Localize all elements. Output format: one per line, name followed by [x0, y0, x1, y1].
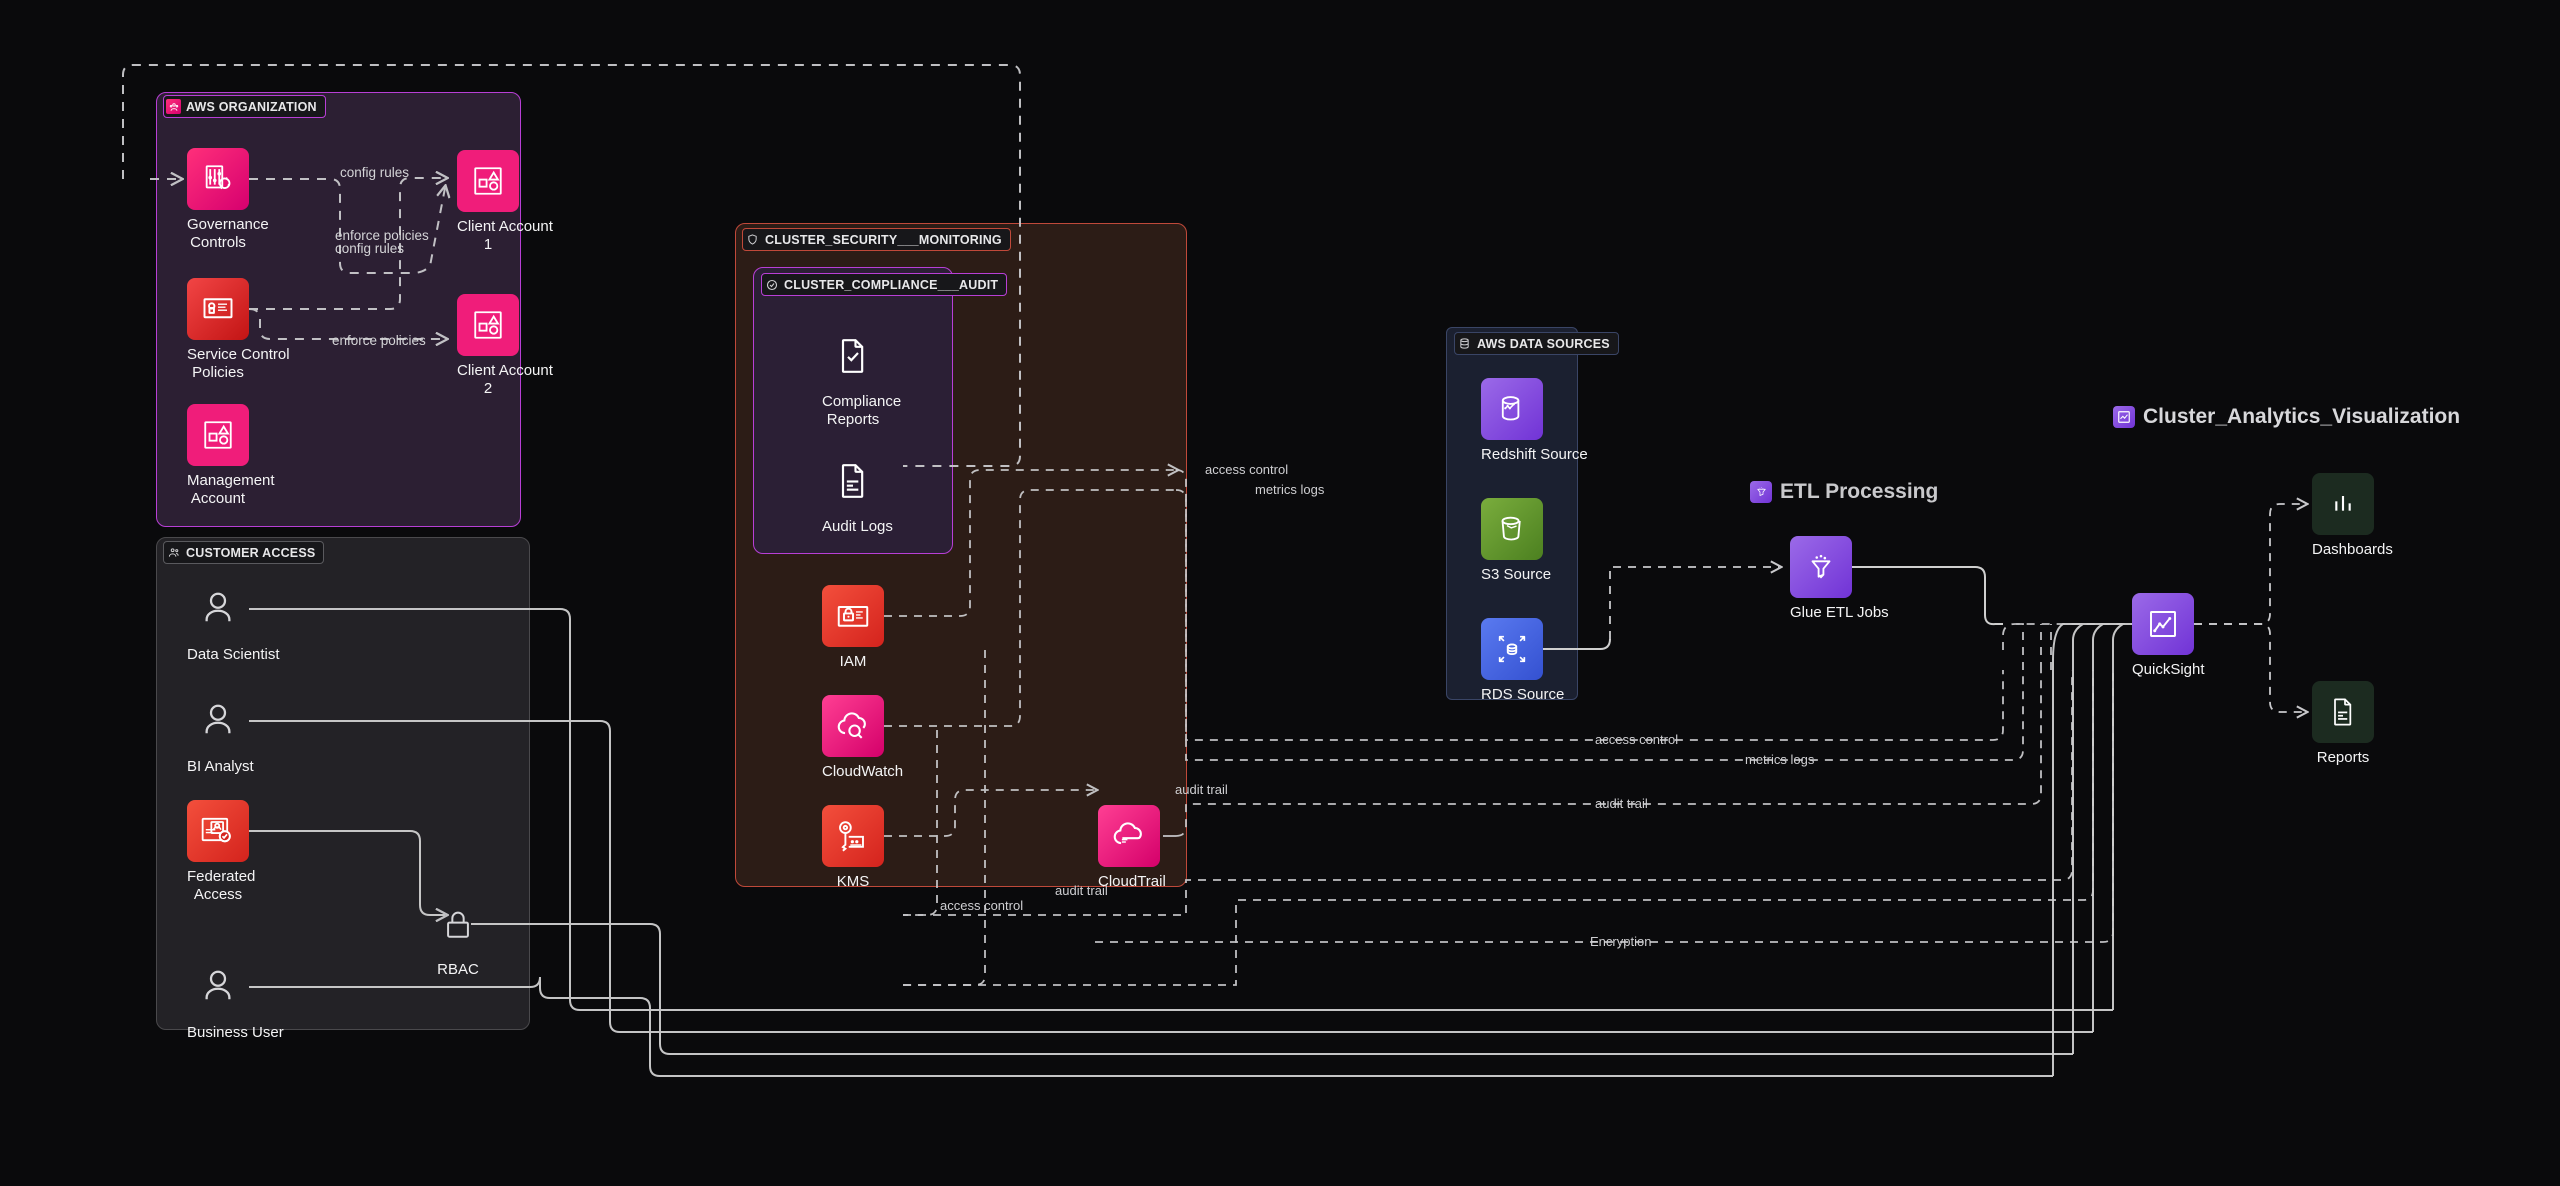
svg-text:access control: access control — [940, 898, 1023, 913]
svg-text:access control: access control — [1595, 732, 1678, 747]
svg-text:metrics logs: metrics logs — [1255, 482, 1325, 497]
svg-text:enforce policies: enforce policies — [332, 333, 426, 348]
svg-text:audit trail: audit trail — [1175, 782, 1228, 797]
svg-text:Encryption: Encryption — [1590, 934, 1651, 949]
svg-text:audit trail: audit trail — [1595, 796, 1648, 811]
svg-text:access control: access control — [1205, 462, 1288, 477]
svg-text:config rules: config rules — [335, 241, 404, 256]
svg-text:metrics logs: metrics logs — [1745, 752, 1815, 767]
svg-text:config rules: config rules — [340, 165, 409, 180]
